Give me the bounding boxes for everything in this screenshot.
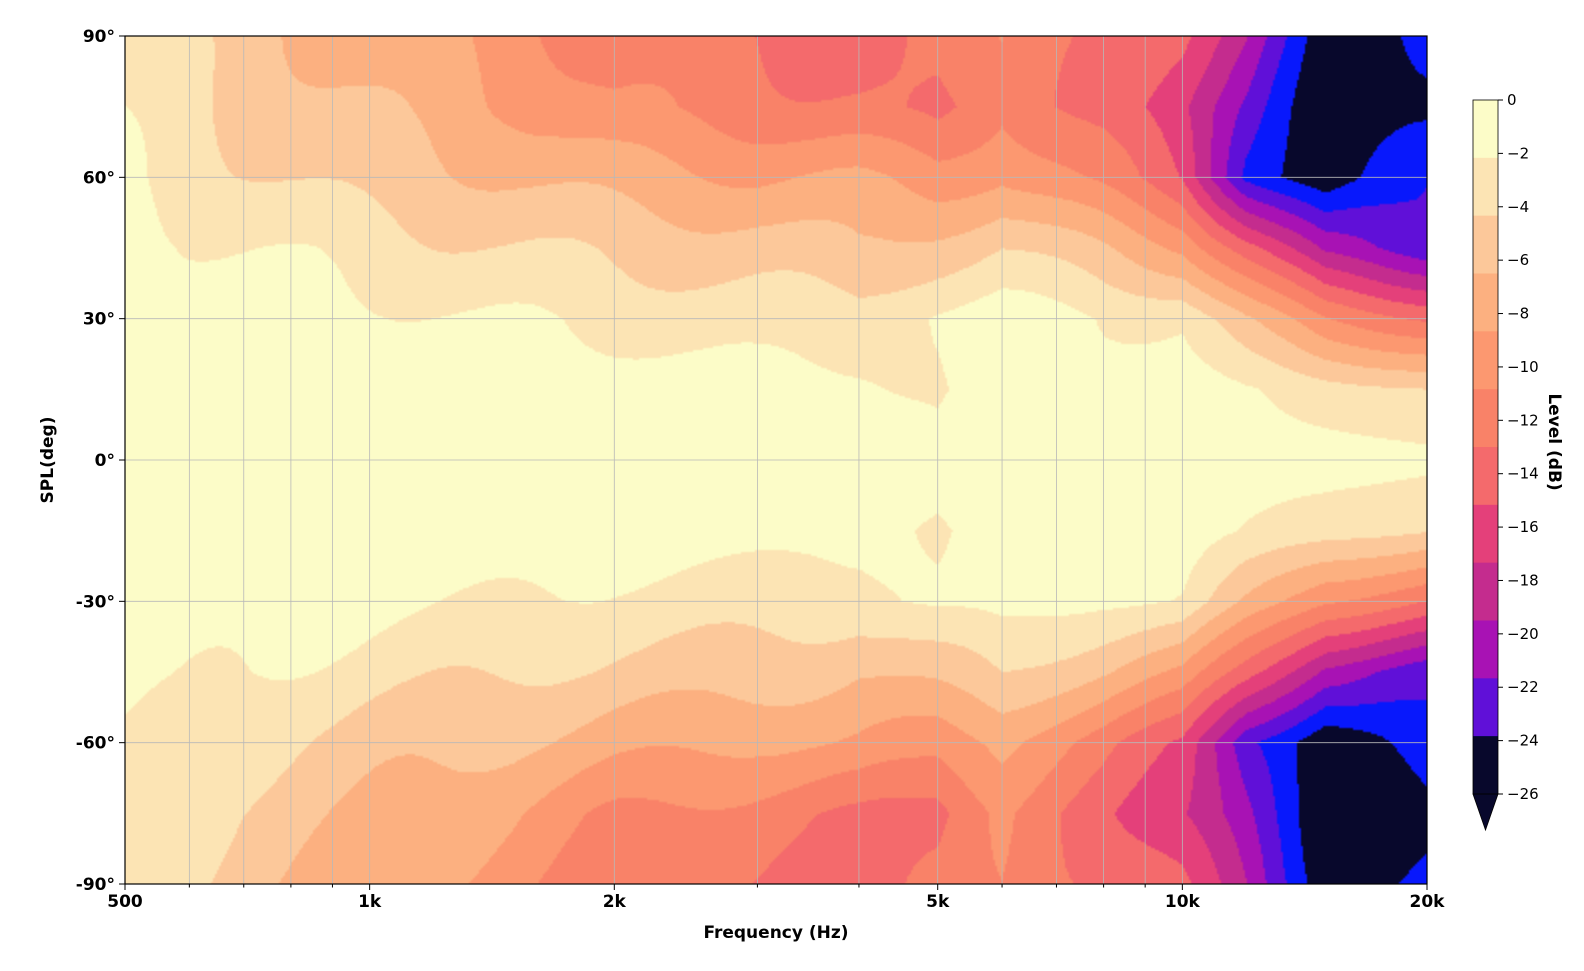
colorbar-tick-label: −18 [1507, 571, 1539, 589]
colorbar-band [1473, 215, 1498, 274]
colorbar-tick-label: −4 [1507, 198, 1529, 216]
colorbar-band [1473, 100, 1498, 159]
colorbar-tick-label: −2 [1507, 144, 1529, 162]
colorbar-tick-label: −20 [1507, 625, 1539, 643]
x-tick-label: 10k [1165, 892, 1201, 912]
y-tick-label: -30° [76, 592, 115, 612]
y-axis-title: SPL(deg) [38, 417, 58, 504]
x-tick-label: 5k [926, 892, 950, 912]
colorbar-band [1473, 389, 1498, 448]
y-tick-label: 60° [83, 168, 115, 188]
colorbar-band [1473, 620, 1498, 679]
colorbar-frame [1472, 99, 1499, 795]
colorbar-tick-label: −14 [1507, 465, 1539, 483]
x-axis-title: Frequency (Hz) [703, 923, 848, 943]
colorbar-extend-triangle [1472, 793, 1499, 832]
y-tick-label: -60° [76, 734, 115, 754]
x-tick-label: 500 [107, 892, 143, 912]
colorbar-band [1473, 562, 1498, 621]
y-tick-label: 30° [83, 310, 115, 330]
y-tick-label: 90° [83, 27, 115, 47]
grid-lines [125, 36, 1427, 884]
colorbar-band [1473, 504, 1498, 564]
y-tick-label: -90° [76, 875, 115, 895]
x-tick-label: 20k [1410, 892, 1446, 912]
colorbar-band [1473, 447, 1498, 506]
colorbar-tick-label: −12 [1507, 411, 1539, 429]
x-tick-label: 1k [358, 892, 382, 912]
colorbar-tick-label: −24 [1507, 732, 1539, 750]
colorbar-tick-label: 0 [1507, 91, 1517, 109]
colorbar-tick-label: −22 [1507, 678, 1539, 696]
colorbar-tick-label: −26 [1507, 785, 1539, 803]
colorbar-band [1473, 678, 1498, 737]
colorbar-title: Level (dB) [1544, 393, 1564, 490]
y-tick-label: 0° [95, 451, 115, 471]
x-axis: 500 1k 2k 5k 10k 20k [107, 884, 1445, 912]
colorbar-tick-label: −10 [1507, 358, 1539, 376]
colorbar-tick-label: −6 [1507, 251, 1529, 269]
colorbar-tick-label: −16 [1507, 518, 1539, 536]
colorbar-band [1473, 331, 1498, 390]
colorbar-tick-label: −8 [1507, 305, 1529, 323]
colorbar: 0 −2 −4 −6 −8 −10 −12 −14 −16 −18 −20 −22 −24 −26 [1472, 91, 1539, 832]
plot-area [125, 36, 1427, 884]
x-tick-label: 2k [603, 892, 627, 912]
colorbar-band [1473, 273, 1498, 332]
y-axis: 90° 60° 30° 0° -30° -60° -90° [76, 27, 125, 895]
colorbar-band [1473, 157, 1498, 217]
colorbar-band [1473, 736, 1498, 794]
